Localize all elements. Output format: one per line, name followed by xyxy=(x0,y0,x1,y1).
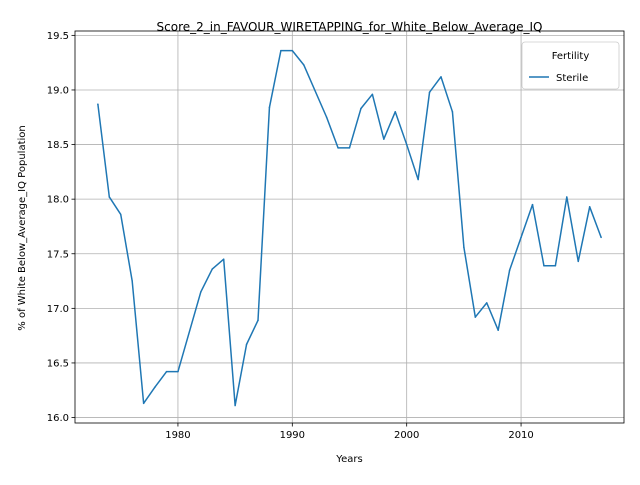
chart-title: Score_2_in_FAVOUR_WIRETAPPING_for_White_… xyxy=(157,20,543,34)
y-tick-label: 17.5 xyxy=(47,249,69,260)
y-tick-label: 16.0 xyxy=(47,413,69,424)
data-point xyxy=(211,268,213,270)
data-point xyxy=(577,260,579,263)
x-tick-label: 2010 xyxy=(508,430,533,441)
y-tick-label: 18.5 xyxy=(47,140,69,151)
data-point xyxy=(486,302,488,304)
y-tick-label: 19.5 xyxy=(47,31,69,42)
data-point xyxy=(268,106,271,109)
data-point xyxy=(177,370,179,373)
legend-label-sterile: Sterile xyxy=(556,73,588,84)
data-point xyxy=(165,370,168,373)
data-point xyxy=(222,258,225,260)
data-point xyxy=(131,280,133,282)
data-point xyxy=(337,147,339,149)
data-point xyxy=(97,103,99,105)
data-point xyxy=(531,203,534,206)
data-point xyxy=(428,91,431,93)
data-point xyxy=(245,343,248,346)
data-point xyxy=(543,265,545,267)
x-tick-label: 1990 xyxy=(280,430,305,441)
y-tick-label: 18.0 xyxy=(47,195,69,206)
data-point xyxy=(142,402,145,405)
grid xyxy=(75,31,624,423)
data-point xyxy=(440,76,442,78)
data-point xyxy=(394,111,396,113)
data-point xyxy=(554,265,557,267)
x-axis-ticks: 1980 1990 2000 2010 xyxy=(165,423,534,441)
data-point xyxy=(108,196,111,198)
data-point xyxy=(588,206,591,208)
y-axis-ticks: 16.0 16.5 17.0 17.5 18.0 18.5 19.0 19.5 xyxy=(47,31,75,424)
data-point xyxy=(360,107,362,110)
data-point xyxy=(508,269,511,271)
data-point xyxy=(200,291,202,293)
axes-frame xyxy=(74,30,625,424)
data-point xyxy=(566,196,568,198)
series-layer xyxy=(97,49,602,407)
data-point xyxy=(600,236,602,239)
legend: Fertility Sterile xyxy=(521,41,620,90)
data-point xyxy=(257,319,259,322)
data-point xyxy=(234,404,236,407)
data-point xyxy=(520,236,522,239)
y-tick-label: 16.5 xyxy=(47,358,69,369)
x-tick-label: 1980 xyxy=(165,430,190,441)
data-point xyxy=(348,147,351,149)
y-tick-label: 19.0 xyxy=(47,85,69,96)
data-point xyxy=(291,49,294,52)
data-point xyxy=(451,111,454,113)
legend-title: Fertility xyxy=(552,51,590,62)
data-point xyxy=(463,246,465,248)
data-point xyxy=(497,329,499,331)
data-point xyxy=(383,138,385,140)
data-point xyxy=(474,316,477,318)
data-point xyxy=(120,213,122,216)
data-point xyxy=(303,64,305,66)
data-point xyxy=(405,143,408,146)
data-point xyxy=(417,178,419,181)
y-axis-label: % of White Below_Average_IQ Population xyxy=(17,125,28,330)
data-point xyxy=(325,116,328,119)
data-point xyxy=(154,386,156,388)
y-tick-label: 17.0 xyxy=(47,304,69,315)
x-axis-label: Years xyxy=(335,454,362,465)
data-point xyxy=(371,93,374,96)
x-tick-label: 2000 xyxy=(394,430,419,441)
data-point xyxy=(280,49,282,52)
